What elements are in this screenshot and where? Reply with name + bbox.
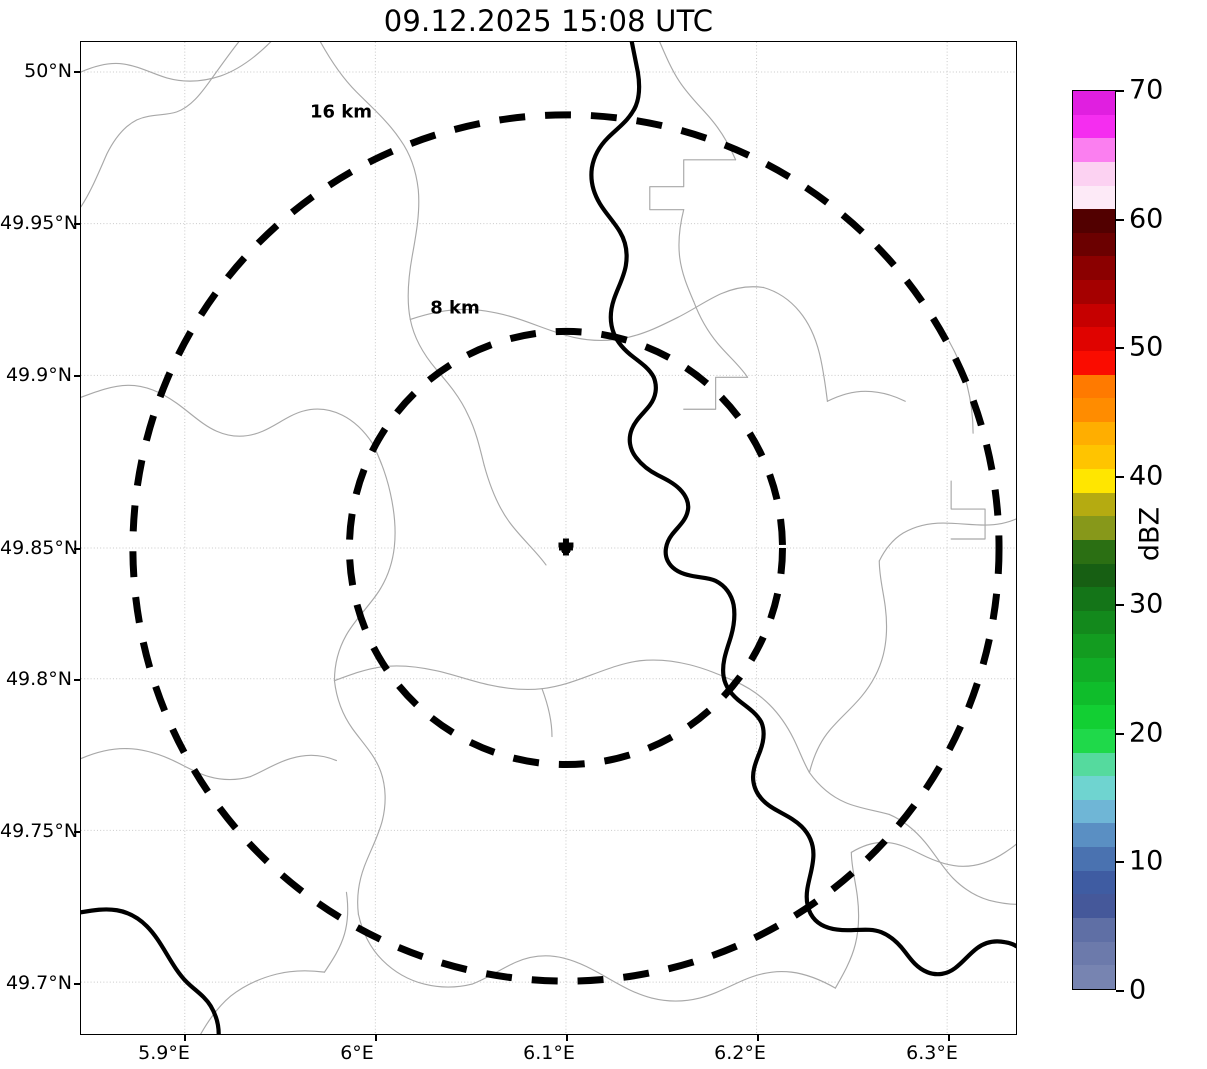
colorbar-band [1073, 469, 1115, 493]
cbar-label-60: 60 [1129, 203, 1164, 235]
colorbar-band [1073, 894, 1115, 918]
colorbar-band [1073, 445, 1115, 469]
ytick-mark [74, 71, 80, 73]
colorbar-band [1073, 350, 1115, 375]
colorbar-band [1073, 681, 1115, 706]
cbar-label-10: 10 [1129, 845, 1164, 877]
xtick-label-59e: 5.9°E [138, 1042, 190, 1064]
colorbar-band [1073, 705, 1115, 729]
ytick-mark [74, 223, 80, 225]
xtick-label-63e: 6.3°E [906, 1042, 958, 1064]
colorbar-band [1073, 658, 1115, 682]
xtick-mark [375, 1035, 377, 1041]
xtick-mark [566, 1035, 568, 1041]
cbar-tick-mark [1116, 861, 1124, 863]
ytick-mark [74, 983, 80, 985]
xtick-label-6e: 6°E [340, 1042, 374, 1064]
xtick-mark [948, 1035, 950, 1041]
colorbar-band [1073, 516, 1115, 540]
colorbar-band [1073, 917, 1115, 942]
colorbar-band [1073, 823, 1115, 847]
ytick-label-4995n: 49.95°N [0, 212, 79, 234]
range-ring-label-8km: 8 km [430, 297, 480, 319]
colorbar-band [1073, 728, 1115, 753]
colorbar-band [1073, 752, 1115, 777]
colorbar-band [1073, 965, 1115, 989]
colorbar-band [1073, 492, 1115, 517]
range-ring-16km [129, 111, 1003, 985]
cbar-label-0: 0 [1129, 974, 1147, 1006]
colorbar-band [1073, 185, 1115, 210]
xtick-label-62e: 6.2°E [714, 1042, 766, 1064]
colorbar-band [1073, 421, 1115, 446]
xtick-mark [184, 1035, 186, 1041]
colorbar-band [1073, 587, 1115, 611]
colorbar-band [1073, 374, 1115, 399]
xtick-mark [757, 1035, 759, 1041]
cbar-tick-mark [1116, 90, 1124, 92]
page-title: 09.12.2025 15:08 UTC [383, 4, 714, 38]
colorbar-axis-label: dBZ [1134, 506, 1166, 562]
colorbar-band [1073, 941, 1115, 966]
cbar-tick-mark [1116, 219, 1124, 221]
colorbar-band [1073, 634, 1115, 658]
colorbar-band [1073, 776, 1115, 800]
colorbar-band [1073, 91, 1115, 115]
ytick-label-4985n: 49.85°N [0, 537, 79, 559]
cbar-label-50: 50 [1129, 331, 1164, 363]
xtick-label-61e: 6.1°E [523, 1042, 575, 1064]
ytick-label-4975n: 49.75°N [0, 820, 79, 842]
cbar-tick-mark [1116, 347, 1124, 349]
cbar-label-70: 70 [1129, 74, 1164, 106]
colorbar-band [1073, 209, 1115, 233]
colorbar-band [1073, 563, 1115, 588]
colorbar-band [1073, 610, 1115, 635]
cbar-label-20: 20 [1129, 717, 1164, 749]
cbar-tick-mark [1116, 990, 1124, 992]
colorbar-band [1073, 398, 1115, 422]
ytick-mark [74, 375, 80, 377]
ytick-mark [74, 831, 80, 833]
ytick-mark [74, 679, 80, 681]
colorbar-band [1073, 870, 1115, 895]
ytick-label-499n: 49.9°N [5, 364, 72, 386]
range-ring-label-16km: 16 km [309, 101, 373, 123]
colorbar-band [1073, 327, 1115, 351]
colorbar-band [1073, 232, 1115, 257]
colorbar-band [1073, 161, 1115, 186]
colorbar-band [1073, 256, 1115, 280]
cbar-tick-mark [1116, 476, 1124, 478]
municipal-boundaries [81, 42, 1016, 1034]
radar-site-marker [558, 538, 574, 556]
cbar-label-30: 30 [1129, 588, 1164, 620]
colorbar-band [1073, 303, 1115, 328]
colorbar-band [1073, 799, 1115, 824]
map-svg [81, 42, 1016, 1034]
colorbar-band [1073, 847, 1115, 871]
ytick-mark [74, 548, 80, 550]
colorbar-band [1073, 138, 1115, 162]
ytick-label-498n: 49.8°N [5, 668, 72, 690]
colorbar-band [1073, 280, 1115, 304]
colorbar[interactable] [1072, 90, 1116, 990]
gridlines [81, 42, 1016, 1034]
national-border [81, 42, 1016, 1034]
radar-map-axes[interactable]: 16 km 8 km [80, 41, 1017, 1035]
cbar-tick-mark [1116, 604, 1124, 606]
colorbar-band [1073, 114, 1115, 139]
cbar-tick-mark [1116, 733, 1124, 735]
ytick-label-50n: 50°N [24, 60, 72, 82]
cbar-label-40: 40 [1129, 460, 1164, 492]
ytick-label-497n: 49.7°N [5, 972, 72, 994]
colorbar-band [1073, 539, 1115, 564]
